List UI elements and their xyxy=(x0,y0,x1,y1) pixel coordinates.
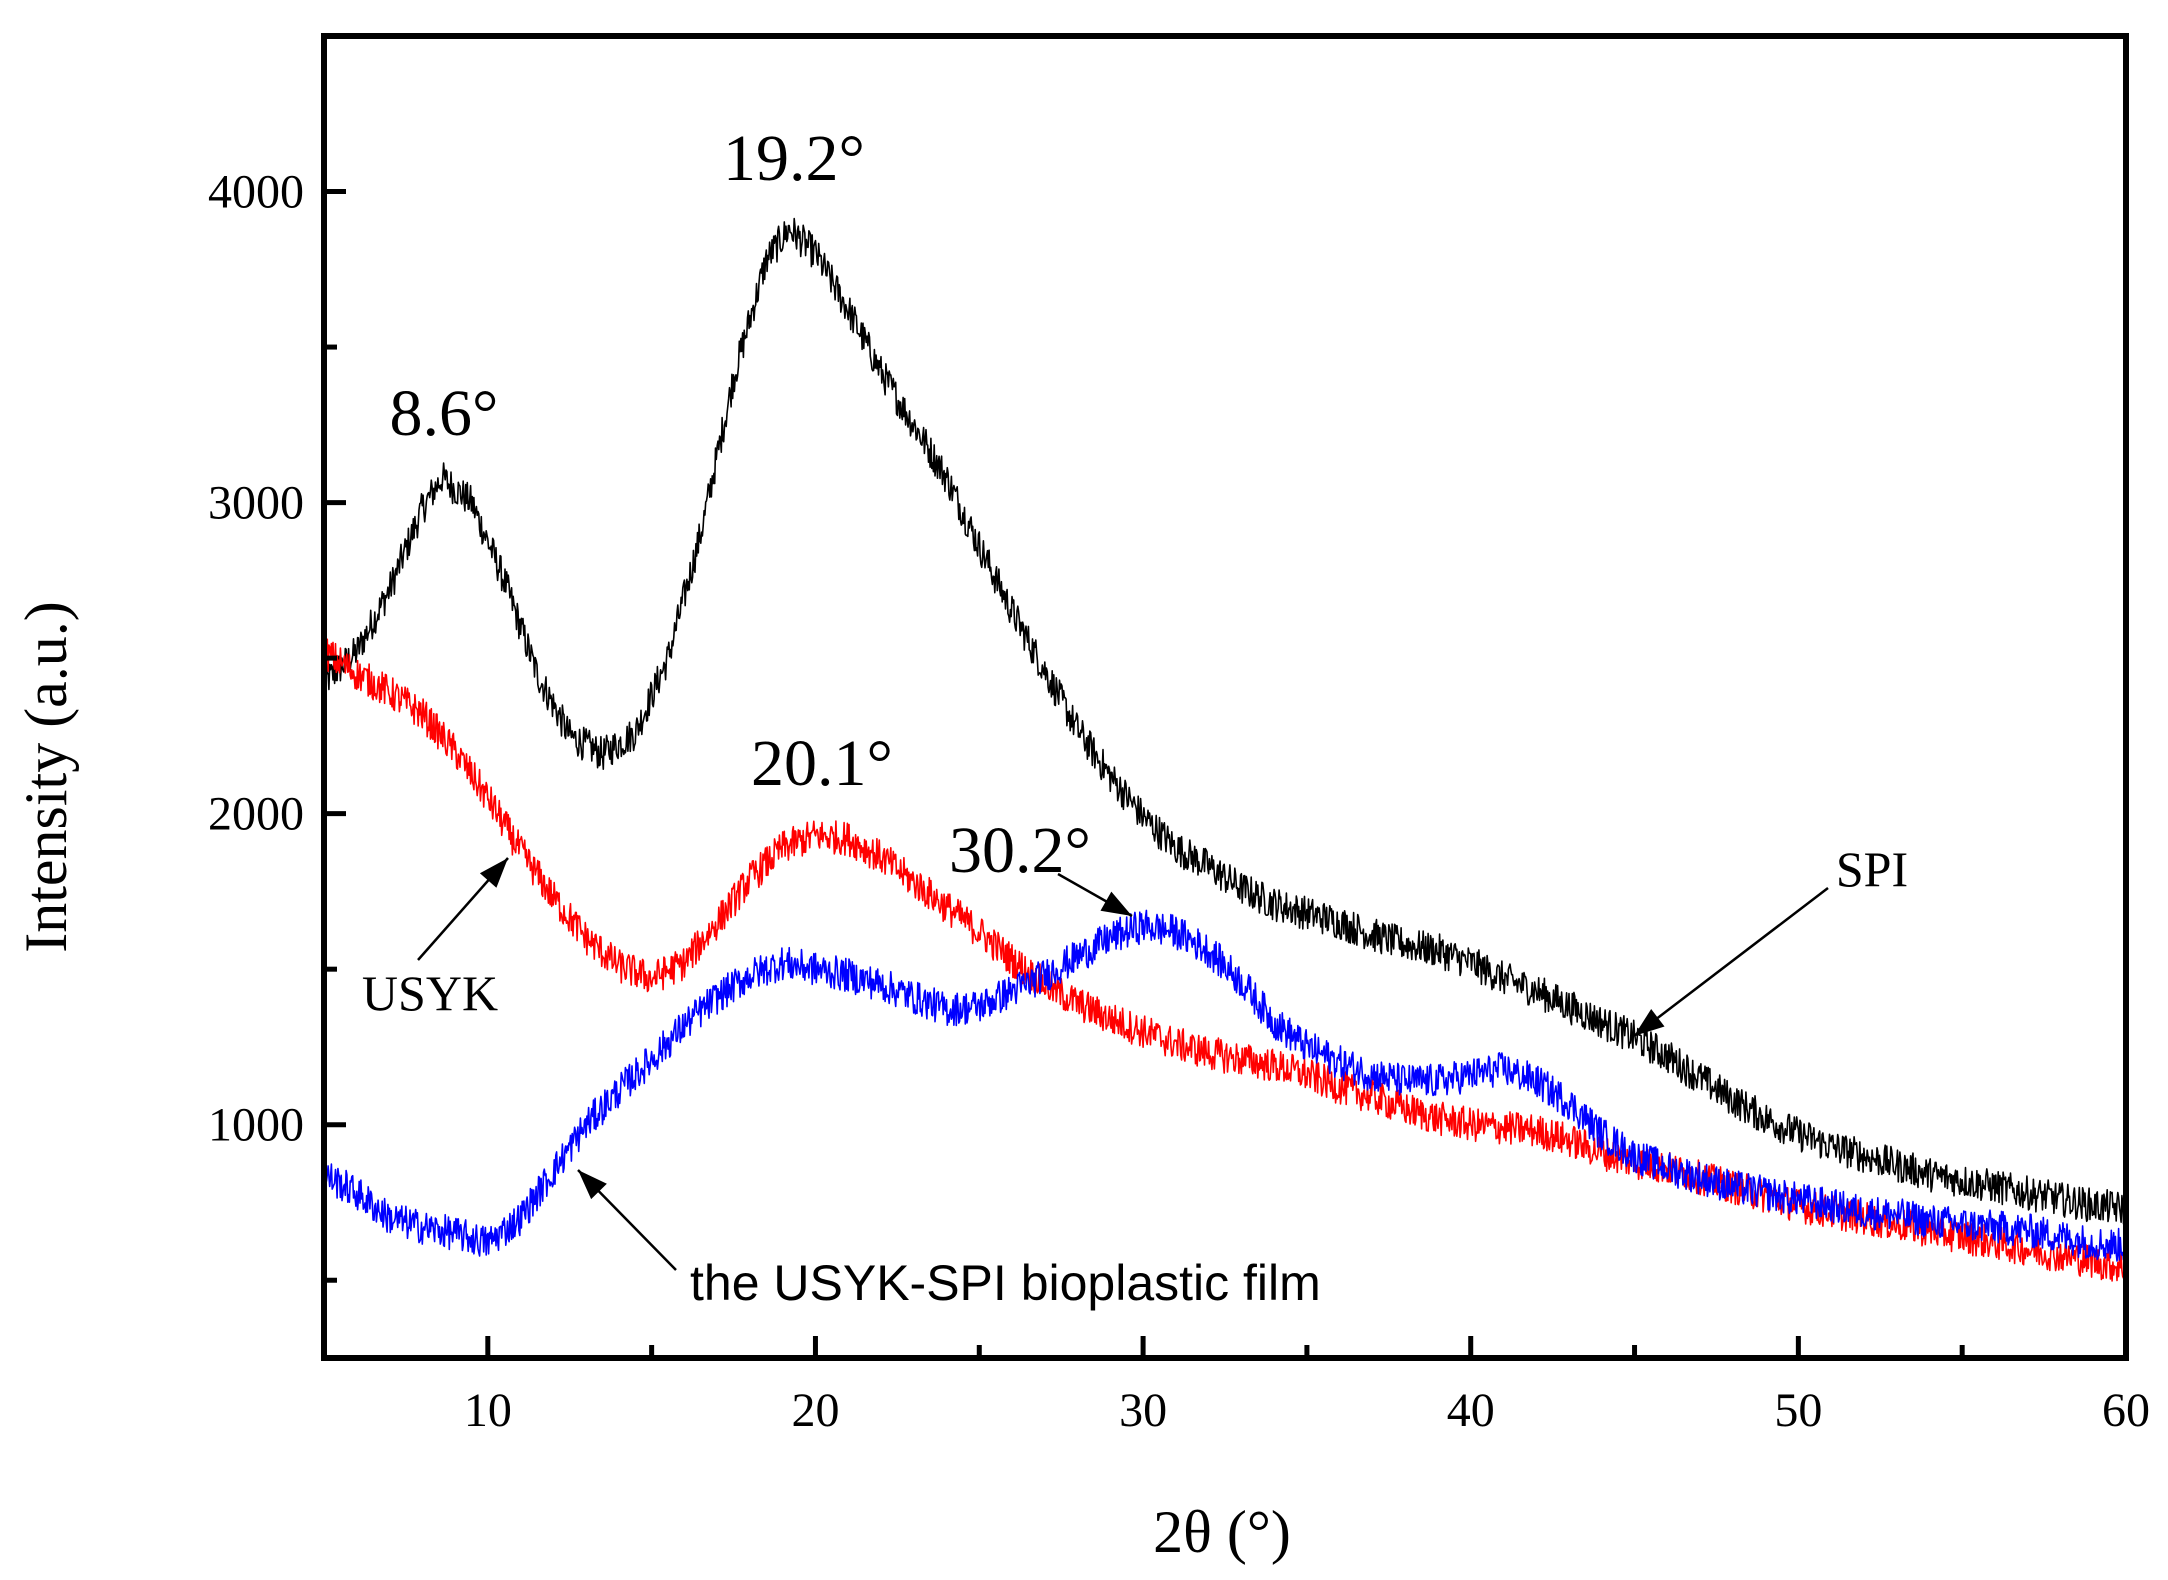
x-tick-label: 10 xyxy=(464,1384,512,1437)
series-label-usyk: USYK xyxy=(362,965,498,1021)
peak-label-20-1: 20.1° xyxy=(751,727,893,800)
y-axis-title: Intensity (a.u.) xyxy=(13,601,79,953)
x-tick-label: 30 xyxy=(1119,1384,1167,1437)
y-tick-label: 4000 xyxy=(208,166,304,219)
peak-label-30-2: 30.2° xyxy=(949,814,1091,887)
series-line-spi xyxy=(323,217,2127,1225)
x-tick-label: 50 xyxy=(1774,1384,1822,1437)
arrow-spi-head xyxy=(1634,1009,1665,1036)
text-layer: 2θ (°) Intensity (a.u.) 8.6° 19.2° 20.1°… xyxy=(13,122,2150,1565)
arrow-film-head xyxy=(578,1170,607,1200)
series-label-film: the USYK-SPI bioplastic film xyxy=(690,1255,1321,1311)
arrow-usyk-head xyxy=(479,858,508,888)
tick-layer xyxy=(324,189,2129,1358)
x-axis-title: 2θ (°) xyxy=(1153,1499,1291,1565)
plot-frame xyxy=(321,33,2129,1361)
x-tick-label: 40 xyxy=(1447,1384,1495,1437)
arrow-layer xyxy=(417,857,1829,1271)
peak-label-19-2: 19.2° xyxy=(723,122,865,195)
x-tick-label: 60 xyxy=(2102,1384,2150,1437)
y-tick-label: 2000 xyxy=(208,788,304,841)
arrow-30-2-head xyxy=(1100,891,1132,916)
peak-label-8-6: 8.6° xyxy=(390,377,499,450)
y-tick-label: 1000 xyxy=(208,1099,304,1152)
series-line-film xyxy=(323,909,2127,1262)
series-label-spi: SPI xyxy=(1836,841,1908,897)
arrow-spi-line xyxy=(1633,887,1829,1037)
series-layer xyxy=(323,217,2127,1282)
y-tick-label: 3000 xyxy=(208,477,304,530)
x-tick-label: 20 xyxy=(791,1384,839,1437)
